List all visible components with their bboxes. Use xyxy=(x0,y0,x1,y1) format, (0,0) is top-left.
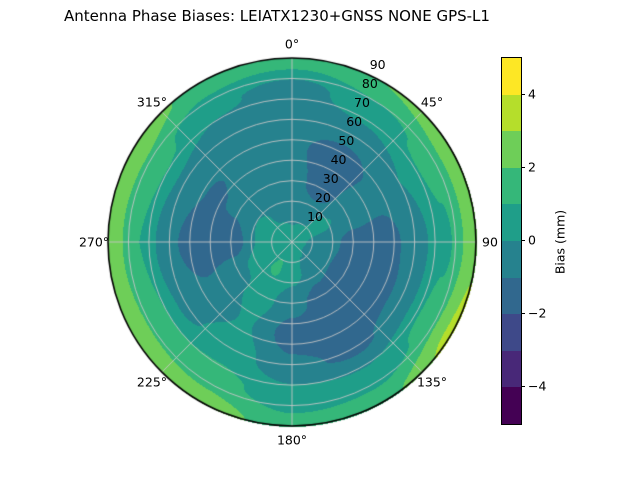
colorbar-segment xyxy=(502,204,521,241)
colorbar-tick-label: 4 xyxy=(528,86,536,102)
radial-tick-label: 50 xyxy=(338,133,355,149)
colorbar xyxy=(501,57,522,425)
colorbar-tick xyxy=(521,240,525,241)
radial-tick-label: 70 xyxy=(354,95,370,111)
colorbar-tick xyxy=(521,386,525,388)
angular-tick-label: 180° xyxy=(276,432,308,448)
angular-tick-label: 225° xyxy=(136,374,168,390)
colorbar-segment xyxy=(502,58,521,95)
colorbar-segment xyxy=(502,277,521,315)
radial-tick-label: 60 xyxy=(346,114,363,130)
angular-tick-label: 0° xyxy=(284,36,300,52)
angular-tick-label: 90 xyxy=(482,234,498,250)
colorbar-tick xyxy=(521,313,525,315)
colorbar-segment xyxy=(502,387,521,424)
radial-tick-label: 40 xyxy=(330,151,347,167)
angular-tick-label: 45° xyxy=(420,94,444,110)
angular-tick-label: 270° xyxy=(78,234,110,250)
colorbar-segment xyxy=(502,314,521,351)
colorbar-tick-label: 2 xyxy=(528,159,536,175)
colorbar-tick-label: −2 xyxy=(528,305,547,321)
colorbar-label: Bias (mm) xyxy=(552,209,568,275)
radial-tick-label: 80 xyxy=(361,76,378,92)
colorbar-tick-label: −4 xyxy=(528,378,547,394)
radial-tick-label: 90 xyxy=(369,57,386,73)
radial-tick-label: 30 xyxy=(322,170,339,186)
colorbar-segment xyxy=(502,350,521,388)
colorbar-segment xyxy=(502,167,521,205)
angular-tick-label: 315° xyxy=(136,94,168,110)
colorbar-tick xyxy=(521,93,525,95)
radial-tick-label: 10 xyxy=(307,208,324,224)
colorbar-segment xyxy=(502,131,521,168)
colorbar-tick-label: 0 xyxy=(528,232,536,248)
angular-tick-label: 135° xyxy=(416,374,448,390)
radial-tick-label: 20 xyxy=(314,189,331,205)
colorbar-segment xyxy=(502,240,521,278)
colorbar-segment xyxy=(502,94,521,132)
colorbar-tick xyxy=(521,166,525,168)
